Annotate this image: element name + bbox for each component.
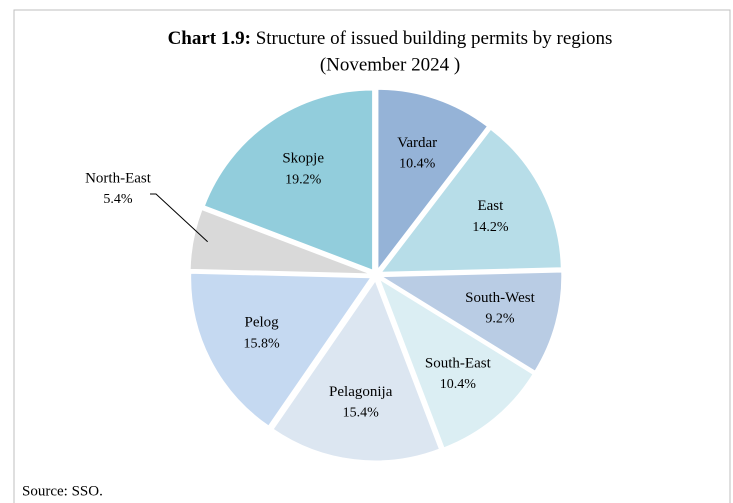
slice-label: Skopje (282, 151, 324, 167)
slice-value-label: 19.2% (285, 172, 322, 187)
pie-slice (189, 209, 371, 275)
slice-label: South-East (425, 355, 492, 371)
slice-label: South-West (465, 290, 535, 306)
pie-slice (380, 128, 562, 273)
slice-label: Vardar (397, 135, 437, 151)
slice-value-label: 9.2% (485, 312, 515, 327)
frame (13, 9, 731, 503)
slice-label: North-East (85, 170, 152, 186)
slice-value-label: 10.4% (440, 377, 477, 392)
pie-slice (378, 278, 534, 449)
slice-value-label: 14.2% (472, 220, 509, 235)
chart-title-prefix: Chart 1.9: (168, 28, 251, 49)
slice-value-label: 15.8% (244, 337, 281, 352)
pie-slice (203, 89, 374, 271)
pie-slice (377, 88, 489, 271)
chart-subtitle: (November 2024 ) (320, 54, 460, 75)
slice-value-label: 15.4% (343, 406, 380, 421)
slice-value-label: 10.4% (399, 157, 436, 172)
pie-slice (380, 271, 563, 372)
pie-slice (190, 272, 372, 427)
slice-label: East (477, 198, 504, 214)
chart-title: Structure of issued building permits by … (256, 28, 613, 49)
slice-label: Pelog (245, 315, 280, 331)
slice-value-label: 5.4% (103, 192, 133, 207)
source: Source: SSO. (22, 483, 103, 499)
chart-title-line: Chart 1.9: Structure of issued building … (168, 28, 613, 49)
slice-label: Pelagonija (329, 384, 393, 400)
leader-line (150, 193, 208, 243)
pie-slice (272, 279, 441, 462)
